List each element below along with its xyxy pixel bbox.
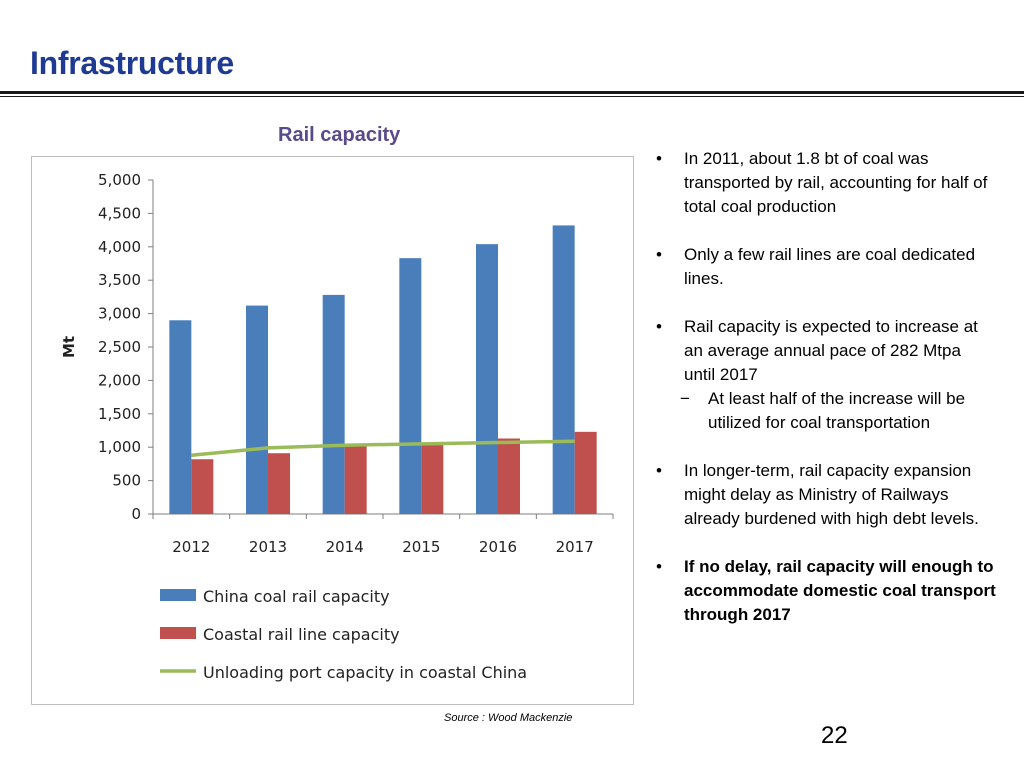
rail-capacity-chart: 5,000 4,500 4,000 3,500 3,000 2,500 2,000 1,500…: [60, 171, 614, 682]
page-number: 22: [821, 722, 848, 749]
x-tick-label: 2016: [479, 538, 517, 556]
bullet-text: Only a few rail lines are coal dedicated…: [684, 245, 976, 288]
x-tick-label: 2017: [556, 538, 594, 556]
bar-china-coal-rail-2013: [246, 305, 268, 514]
bullet-text: In longer-term, rail capacity expansion …: [684, 461, 979, 528]
bar-coastal-rail-2012: [191, 459, 214, 514]
source-note: Source : Wood Mackenzie: [444, 712, 573, 724]
bar-coastal-rail-2017: [574, 431, 597, 514]
x-tick-label: 2015: [402, 538, 440, 556]
y-tick-label: 1,000: [98, 438, 141, 456]
bar-coastal-rail-2016: [498, 438, 520, 514]
sub-bullet-text: At least half of the increase will be ut…: [708, 389, 966, 432]
y-tick-label: 0: [131, 505, 141, 523]
bullet-text: In 2011, about 1.8 bt of coal was transp…: [684, 149, 988, 216]
y-axis-label: Mt: [60, 336, 78, 358]
y-tick-label: 2,500: [98, 338, 141, 356]
y-tick-label: 2,000: [98, 371, 141, 389]
legend-swatch: [160, 589, 196, 601]
legend-label: Coastal rail line capacity: [203, 625, 400, 644]
bullet-item-4: • In longer-term, rail capacity expansio…: [656, 459, 996, 531]
legend-swatch: [160, 627, 196, 639]
line-unloading-port-capacity: [191, 439, 575, 457]
y-tick-label: 3,500: [98, 271, 141, 289]
bullet-dot: •: [656, 245, 662, 264]
bar-coastal-rail-2015: [421, 444, 444, 514]
bar-china-coal-rail-2017: [552, 225, 575, 514]
slide-title: Infrastructure: [30, 45, 234, 81]
bar-china-coal-rail-2014: [322, 294, 345, 514]
bullet-dot: •: [656, 557, 662, 576]
x-tick-label: 2013: [249, 538, 287, 556]
bar-china-coal-rail-2016: [476, 244, 498, 514]
y-tick-label: 1,500: [98, 405, 141, 423]
bullet-list: • In 2011, about 1.8 bt of coal was tran…: [656, 147, 996, 651]
bar-coastal-rail-2014: [344, 445, 367, 514]
bar-coastal-rail-2013: [268, 453, 290, 514]
bullet-item-1: • In 2011, about 1.8 bt of coal was tran…: [656, 147, 996, 219]
bullet-item-5: • If no delay, rail capacity will enough…: [656, 555, 996, 627]
chart-heading: Rail capacity: [278, 124, 401, 146]
bullet-text: If no delay, rail capacity will enough t…: [684, 557, 996, 624]
y-tick-label: 4,500: [98, 204, 141, 222]
bar-china-coal-rail-2012: [169, 320, 192, 514]
chart-frame: 5,000 4,500 4,000 3,500 3,000 2,500 2,000 1,500…: [31, 156, 634, 705]
title-rule: [0, 91, 1024, 94]
y-tick-label: 3,000: [98, 305, 141, 323]
sub-bullet: − At least half of the increase will be …: [678, 387, 996, 435]
bullet-dot: •: [656, 461, 662, 480]
legend-label: Unloading port capacity in coastal China: [203, 663, 527, 682]
sub-bullet-dash: −: [680, 389, 690, 408]
y-tick-label: 5,000: [98, 171, 141, 189]
legend-label: China coal rail capacity: [203, 587, 390, 606]
title-rule-thin: [0, 96, 1024, 97]
x-tick-label: 2012: [172, 538, 210, 556]
y-tick-label: 500: [112, 472, 141, 490]
y-tick-label: 4,000: [98, 238, 141, 256]
bullet-text: Rail capacity is expected to increase at…: [684, 317, 978, 384]
x-tick-label: 2014: [326, 538, 364, 556]
bullet-item-3: • Rail capacity is expected to increase …: [656, 315, 996, 435]
bullet-dot: •: [656, 317, 662, 336]
bullet-dot: •: [656, 149, 662, 168]
bar-china-coal-rail-2015: [399, 258, 422, 514]
bullet-item-2: • Only a few rail lines are coal dedicat…: [656, 243, 996, 291]
